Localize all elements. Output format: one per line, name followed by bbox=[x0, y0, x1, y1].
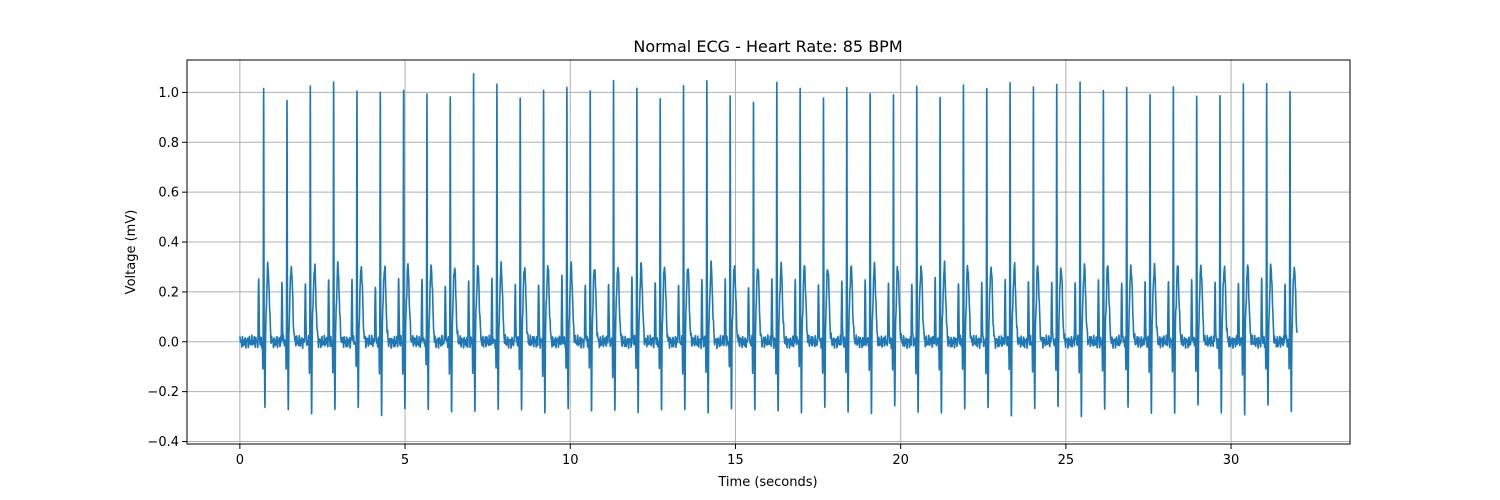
y-tick-label: −0.4 bbox=[147, 435, 179, 450]
y-tick-label: 0.2 bbox=[158, 285, 179, 300]
chart-title: Normal ECG - Heart Rate: 85 BPM bbox=[633, 37, 902, 56]
ecg-trace bbox=[239, 72, 1298, 418]
x-tick-label: 20 bbox=[892, 453, 909, 468]
y-tick-label: 0.4 bbox=[158, 236, 179, 251]
ecg-series bbox=[239, 72, 1298, 418]
x-tick-label: 0 bbox=[236, 453, 244, 468]
y-tick-label: −0.2 bbox=[147, 385, 179, 400]
y-tick-label: 1.0 bbox=[158, 86, 179, 101]
x-tick-label: 10 bbox=[562, 453, 579, 468]
plot-frame bbox=[186, 59, 1351, 445]
x-tick-label: 25 bbox=[1058, 453, 1075, 468]
y-tick-label: 0.0 bbox=[158, 335, 179, 350]
y-tick-label: 0.8 bbox=[158, 136, 179, 151]
y-tick-label: 0.6 bbox=[158, 186, 179, 201]
x-tick-label: 30 bbox=[1223, 453, 1240, 468]
x-tick-label: 5 bbox=[401, 453, 409, 468]
x-tick-label: 15 bbox=[727, 453, 744, 468]
x-axis-label: Time (seconds) bbox=[717, 475, 817, 490]
y-axis-label: Voltage (mV) bbox=[124, 210, 139, 295]
x-axis: 0 5 10 15 20 25 30 bbox=[236, 444, 1240, 468]
y-axis: −0.4 −0.2 0.0 0.2 0.4 0.6 0.8 1.0 bbox=[147, 86, 187, 450]
